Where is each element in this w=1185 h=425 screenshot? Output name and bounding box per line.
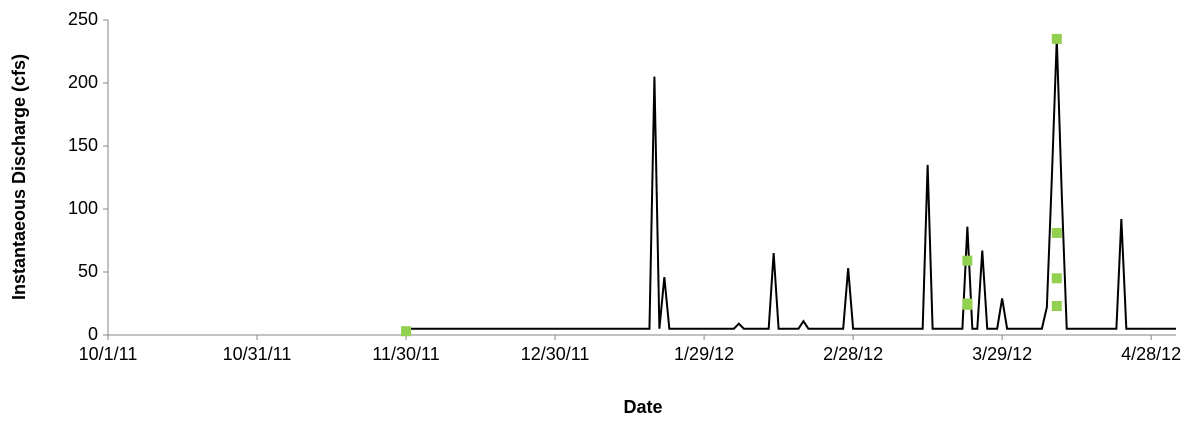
y-tick-label: 50 [78, 261, 98, 281]
x-tick-label: 12/30/11 [521, 344, 590, 364]
x-tick-label: 3/29/12 [972, 344, 1032, 364]
x-axis-title: Date [623, 397, 662, 417]
data-point [401, 326, 412, 337]
y-tick-label: 100 [68, 198, 98, 218]
y-tick-label: 250 [68, 9, 98, 29]
x-tick-label: 10/31/11 [223, 344, 292, 364]
data-point [1051, 273, 1062, 284]
y-tick-label: 0 [88, 324, 98, 344]
data-point [1051, 33, 1062, 44]
y-tick-label: 150 [68, 135, 98, 155]
y-tick-label: 200 [68, 72, 98, 92]
data-point [962, 298, 973, 309]
x-tick-label: 1/29/12 [674, 344, 734, 364]
x-tick-label: 2/28/12 [823, 344, 883, 364]
data-point [1051, 301, 1062, 312]
y-axis-title: Instantaeous Discharge (cfs) [9, 54, 29, 300]
data-point [1051, 227, 1062, 238]
x-tick-label: 10/1/11 [79, 344, 138, 364]
x-tick-label: 11/30/11 [372, 344, 439, 364]
x-tick-label: 4/28/12 [1121, 344, 1181, 364]
data-line [406, 38, 1176, 330]
data-point [962, 255, 973, 266]
